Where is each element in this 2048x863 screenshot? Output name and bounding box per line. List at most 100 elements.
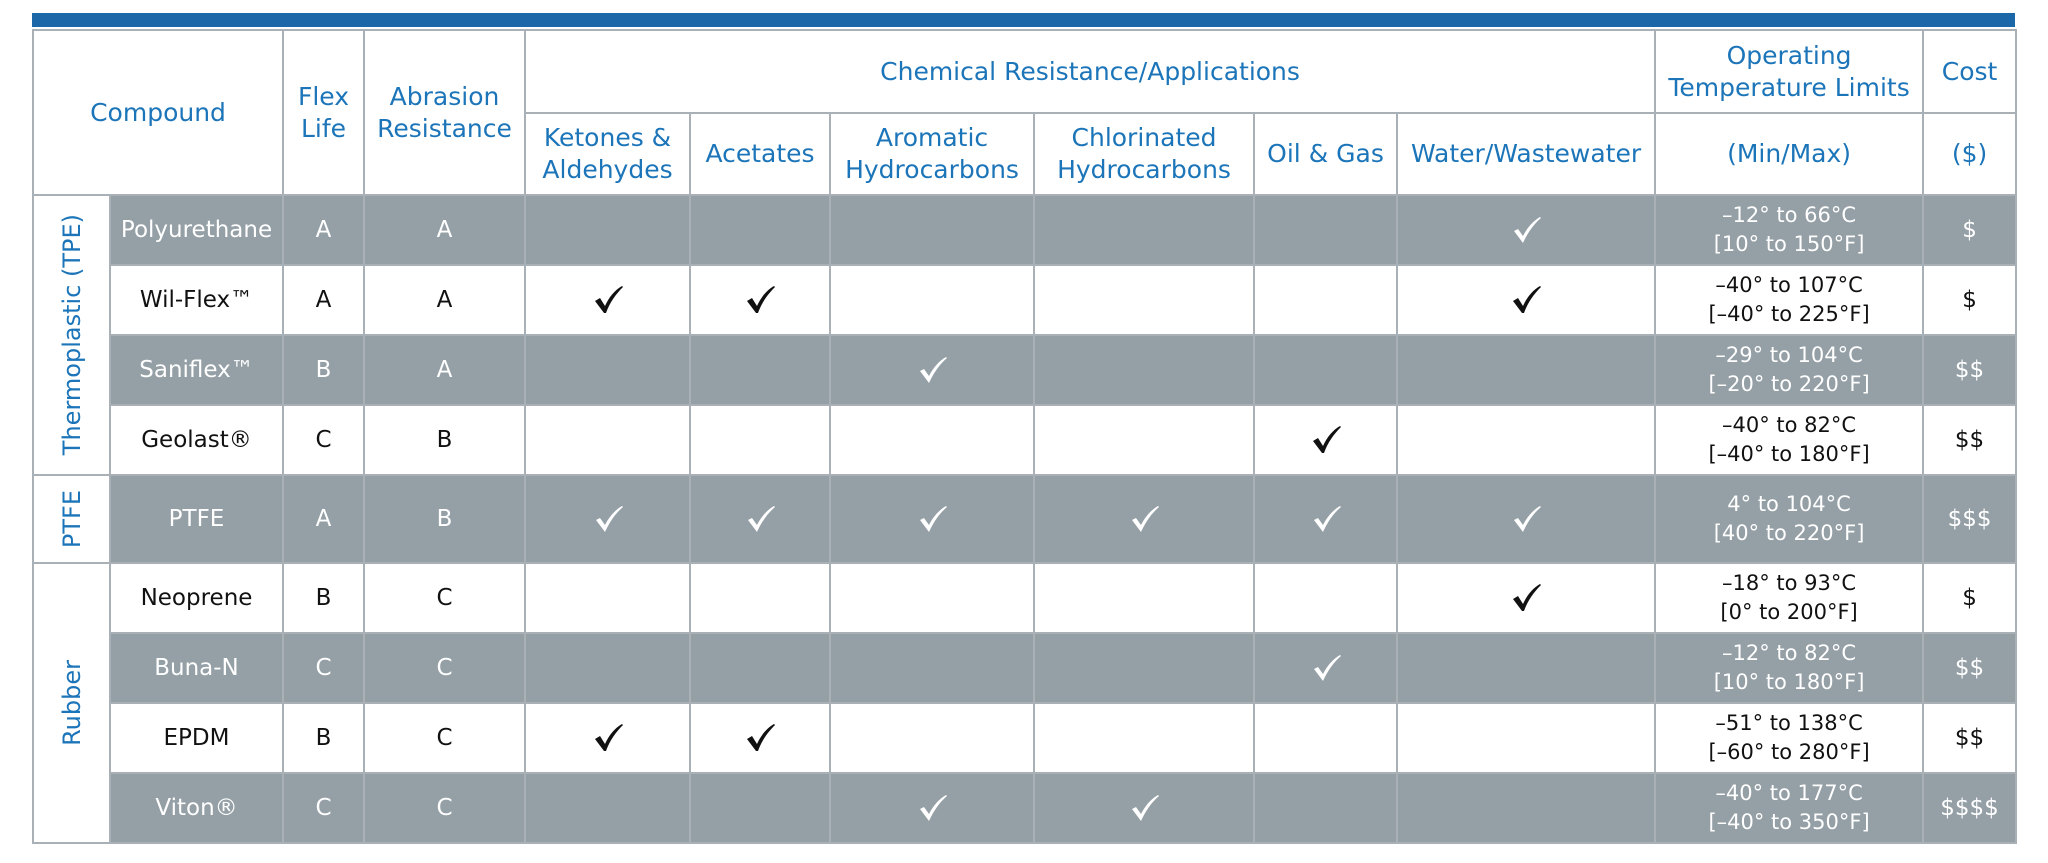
check-cell [1253, 334, 1399, 406]
check-path [1312, 426, 1341, 453]
check-cell [689, 702, 832, 774]
check-path [748, 506, 776, 532]
check-cell [524, 562, 692, 634]
check-cell [689, 404, 832, 476]
check-cell [689, 334, 832, 406]
check-mark [595, 506, 623, 532]
abrasion-cell: A [363, 194, 527, 266]
check-path [1513, 584, 1542, 611]
check-mark [594, 286, 623, 313]
data-row: EPDM B C –51° to 138°C [–60° to 280°F] $$ [33, 702, 2018, 774]
header-cell: Cost [1922, 29, 2018, 114]
check-mark [747, 286, 776, 313]
cost-cell: $$ [1922, 632, 2018, 704]
header-cell: Chlorinated Hydrocarbons [1033, 112, 1256, 196]
check-path [595, 506, 623, 532]
temp-cell: –40° to 82°C [–40° to 180°F] [1654, 404, 1925, 476]
check-cell [829, 404, 1036, 476]
check-cell [1253, 702, 1399, 774]
check-path [1513, 286, 1542, 313]
temp-c: –12° to 66°C [1722, 203, 1857, 227]
check-cell [524, 632, 692, 704]
cost-cell: $$ [1922, 334, 2018, 406]
temp-c: 4° to 104°C [1727, 492, 1851, 516]
check-cell [689, 474, 832, 564]
temp-c: –40° to 177°C [1715, 781, 1863, 805]
check-cell [1033, 702, 1256, 774]
cost-cell: $ [1922, 194, 2018, 266]
data-row: Wil-Flex™ A A –40° to 107°C [–40° to 225°F] $ [33, 264, 2018, 336]
abrasion-cell: A [363, 264, 527, 336]
temp-f: [0° to 200°F] [1720, 600, 1858, 624]
compound-cell: PTFE [108, 474, 285, 564]
data-row: Buna-N C C –12° to 82°C [10° to 180°F] $$ [33, 632, 2018, 704]
temp-c: –40° to 82°C [1722, 413, 1857, 437]
check-cell [524, 194, 692, 266]
check-mark [747, 724, 776, 751]
temp-c: –40° to 107°C [1715, 273, 1863, 297]
check-cell [1253, 404, 1399, 476]
header-row: Ketones & Aldehydes Acetates Aromatic Hydr… [33, 112, 2018, 196]
top-bar [32, 13, 2015, 27]
check-mark [594, 724, 623, 751]
check-path [594, 286, 623, 313]
check-cell [1396, 474, 1657, 564]
temp-f: [–40° to 350°F] [1708, 810, 1870, 834]
check-mark [920, 357, 948, 383]
check-mark [1132, 795, 1160, 821]
group-cell: Rubber [32, 562, 111, 844]
flex-cell: A [282, 194, 366, 266]
cost-cell: $$$$ [1922, 772, 2018, 844]
temp-cell: 4° to 104°C [40° to 220°F] [1654, 474, 1925, 564]
abrasion-cell: A [363, 334, 527, 406]
check-cell [1396, 194, 1657, 266]
check-cell [689, 562, 832, 634]
check-path [920, 795, 948, 821]
temp-cell: –51° to 138°C [–60° to 280°F] [1654, 702, 1925, 774]
abrasion-cell: C [363, 702, 527, 774]
check-cell [1396, 334, 1657, 406]
check-cell [1253, 562, 1399, 634]
compound-cell: Wil-Flex™ [108, 264, 285, 336]
compound-cell: Viton® [108, 772, 285, 844]
group-cell: PTFE [32, 474, 111, 564]
check-path [1313, 506, 1341, 532]
temp-f: [10° to 180°F] [1713, 670, 1865, 694]
check-mark [748, 506, 776, 532]
flex-cell: C [282, 632, 366, 704]
compound-cell: Neoprene [108, 562, 285, 634]
temp-f: [–40° to 225°F] [1708, 302, 1870, 326]
header-cell: Abrasion Resistance [363, 29, 527, 196]
temp-c: –29° to 104°C [1715, 343, 1863, 367]
check-cell [524, 772, 692, 844]
check-cell [1033, 772, 1256, 844]
temp-c: –51° to 138°C [1715, 711, 1863, 735]
abrasion-cell: C [363, 772, 527, 844]
check-cell [524, 474, 692, 564]
check-path [1132, 795, 1160, 821]
check-cell [1396, 702, 1657, 774]
header-cell: ($) [1922, 112, 2018, 196]
group-cell: Thermoplastic (TPE) [32, 194, 111, 476]
flex-cell: B [282, 562, 366, 634]
header-cell: Chemical Resistance/Applications [524, 29, 1657, 114]
temp-c: –18° to 93°C [1722, 571, 1857, 595]
temp-cell: –12° to 82°C [10° to 180°F] [1654, 632, 1925, 704]
temp-cell: –40° to 107°C [–40° to 225°F] [1654, 264, 1925, 336]
check-mark [1313, 655, 1341, 681]
header-cell: Compound [31, 29, 285, 196]
check-cell [1033, 404, 1256, 476]
check-mark [1513, 286, 1542, 313]
check-mark [1513, 584, 1542, 611]
compound-cell: Buna-N [108, 632, 285, 704]
data-row: Saniflex™ B A –29° to 104°C [–20° to 220°F] $… [33, 334, 2018, 406]
check-cell [829, 474, 1036, 564]
compound-cell: Polyurethane [108, 194, 285, 266]
check-cell [1396, 632, 1657, 704]
compound-cell: Saniflex™ [108, 334, 285, 406]
group-label: PTFE [57, 489, 86, 549]
data-row: PTFE PTFE A B 4° to 104°C [40° to 220°F] $$$ [32, 474, 2018, 564]
header-cell: Ketones & Aldehydes [524, 112, 692, 196]
check-cell [829, 264, 1036, 336]
